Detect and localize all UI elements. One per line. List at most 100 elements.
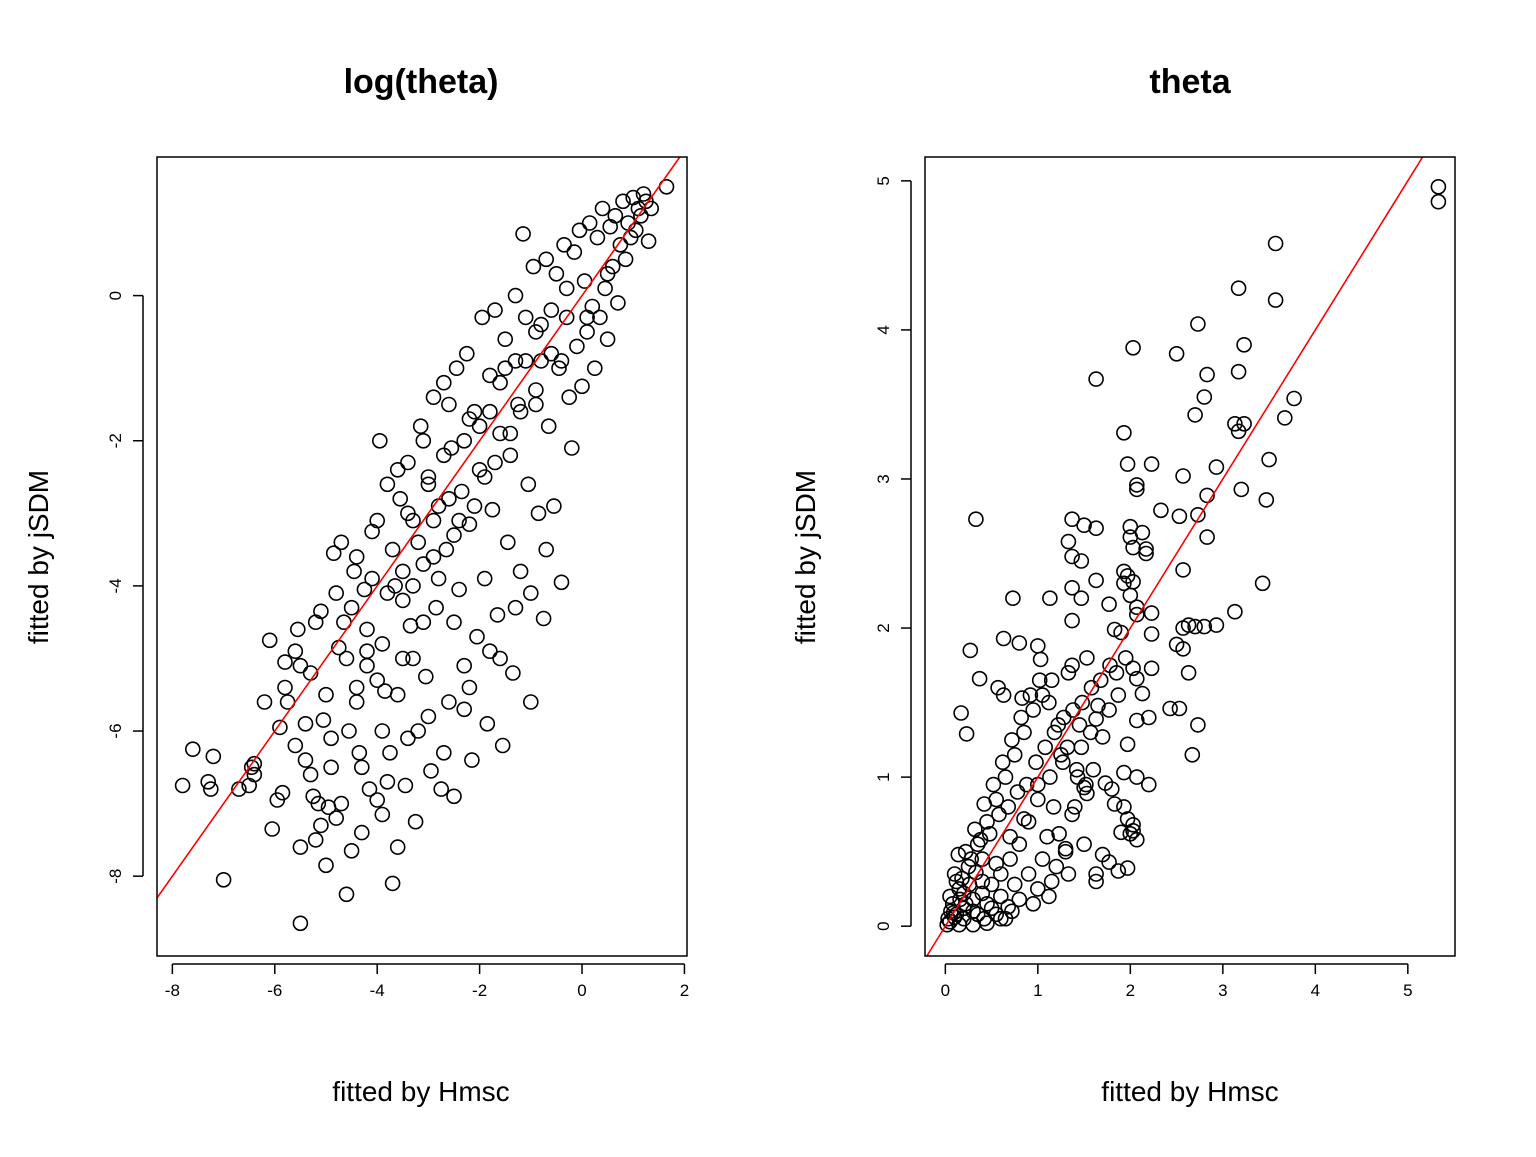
identity-line xyxy=(926,156,1424,957)
data-point xyxy=(348,549,365,565)
data-point xyxy=(551,360,567,377)
data-point xyxy=(353,759,370,776)
data-point xyxy=(566,244,583,260)
y-tick-label: 2 xyxy=(874,623,893,632)
data-point xyxy=(482,367,498,384)
data-point xyxy=(461,679,478,696)
data-point xyxy=(1064,548,1080,565)
data-point xyxy=(361,781,378,797)
data-point xyxy=(400,454,416,471)
data-point xyxy=(410,723,427,739)
data-point xyxy=(487,302,503,318)
data-point xyxy=(1117,650,1134,666)
data-point xyxy=(579,309,595,326)
data-point xyxy=(415,614,432,631)
plot-title: theta xyxy=(1149,63,1231,101)
data-point xyxy=(476,570,493,587)
data-point xyxy=(1129,712,1145,729)
data-point xyxy=(1101,702,1117,718)
data-point xyxy=(579,324,595,340)
data-point xyxy=(546,498,562,514)
data-point xyxy=(405,650,421,667)
data-point xyxy=(397,777,414,794)
data-point xyxy=(1227,603,1243,620)
data-point xyxy=(1110,863,1127,879)
data-point xyxy=(1043,873,1060,890)
data-point xyxy=(1013,709,1030,726)
data-point xyxy=(1055,754,1071,771)
data-point xyxy=(994,754,1011,771)
y-tick-label: 0 xyxy=(106,291,125,300)
data-point xyxy=(507,599,524,616)
data-point xyxy=(950,846,967,863)
data-point xyxy=(353,824,370,841)
data-point xyxy=(1073,590,1090,607)
data-point xyxy=(507,353,524,369)
data-point xyxy=(1196,389,1213,405)
data-point xyxy=(1030,638,1046,654)
data-point xyxy=(995,687,1012,703)
data-point xyxy=(277,679,293,696)
data-point xyxy=(1125,539,1141,556)
data-point xyxy=(479,715,496,732)
data-point xyxy=(374,723,391,739)
data-point xyxy=(1187,407,1203,423)
data-point xyxy=(323,730,339,747)
data-point xyxy=(1227,415,1243,432)
data-point xyxy=(520,476,537,493)
data-point xyxy=(333,534,350,551)
data-point xyxy=(1025,895,1041,912)
data-point xyxy=(1020,813,1037,830)
data-point xyxy=(1277,410,1293,426)
x-tick-label: 2 xyxy=(680,981,689,1000)
data-point xyxy=(400,730,416,747)
data-point xyxy=(635,186,652,202)
data-point xyxy=(359,643,375,660)
x-tick-label: 3 xyxy=(1218,981,1227,1000)
data-point xyxy=(389,461,406,478)
data-point xyxy=(1208,459,1225,475)
data-point xyxy=(1068,761,1085,778)
data-point xyxy=(1171,508,1188,525)
data-point xyxy=(1119,456,1136,472)
y-axis-label: fitted by jSDM xyxy=(790,470,821,644)
data-point xyxy=(328,585,345,601)
data-point xyxy=(988,906,1005,923)
data-point xyxy=(1025,702,1041,718)
data-point xyxy=(492,425,508,442)
data-point xyxy=(1119,568,1136,584)
y-tick-label: -4 xyxy=(106,578,125,593)
data-point xyxy=(1230,280,1247,297)
data-point xyxy=(1110,687,1127,703)
data-point xyxy=(602,218,619,235)
data-point xyxy=(343,599,360,616)
data-point xyxy=(415,432,432,449)
data-point xyxy=(979,813,995,830)
data-point xyxy=(1016,811,1032,827)
data-point xyxy=(333,795,350,812)
data-point xyxy=(384,875,401,892)
data-point xyxy=(945,904,962,921)
data-point xyxy=(476,469,493,485)
data-point xyxy=(540,418,557,435)
y-tick-label: 1 xyxy=(874,772,893,781)
data-point xyxy=(640,233,657,249)
data-point xyxy=(1267,235,1284,252)
data-point xyxy=(441,396,457,413)
data-point xyxy=(1119,860,1136,876)
data-point xyxy=(1286,390,1302,407)
data-point xyxy=(338,886,355,903)
data-point xyxy=(1048,858,1065,875)
data-point xyxy=(1261,451,1277,468)
data-point xyxy=(1004,903,1020,920)
data-point xyxy=(492,650,508,667)
data-point xyxy=(1168,636,1185,653)
data-point xyxy=(558,309,575,326)
data-point xyxy=(1430,193,1447,210)
data-point xyxy=(274,784,291,801)
data-point xyxy=(983,876,1000,893)
data-point xyxy=(558,280,575,297)
data-point xyxy=(428,599,444,616)
data-point xyxy=(400,505,416,522)
